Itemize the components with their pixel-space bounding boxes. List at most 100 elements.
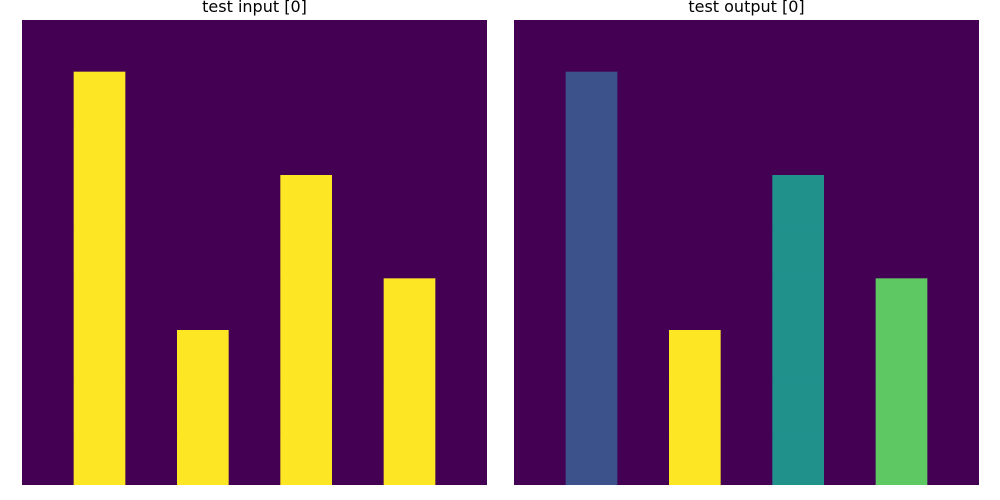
grid-cell [824,123,877,176]
grid-cell [332,175,385,228]
grid-cell [669,226,722,279]
grid-cell [280,123,333,176]
grid-cell [875,175,928,228]
grid-cell [772,330,825,383]
grid-cell [617,123,670,176]
grid-cell [332,20,385,73]
grid-cell [177,381,230,434]
grid-cell [22,226,75,279]
grid-cell [332,123,385,176]
grid-cell [772,226,825,279]
grid-cell [514,330,567,383]
grid-cell [565,123,618,176]
grid-cell [383,20,436,73]
grid-cell [875,330,928,383]
grid-cell [514,433,567,485]
test-output-panel: test output [0] [514,0,979,500]
grid-cell [772,20,825,73]
grid-cell [435,175,487,228]
grid-cell [875,71,928,124]
test-input-grid [22,20,487,485]
grid-cell [228,278,281,331]
grid-cell [669,123,722,176]
grid-cell [720,278,773,331]
grid-cell [332,433,385,485]
grid-cell [824,278,877,331]
grid-cell [720,71,773,124]
grid-cell [824,381,877,434]
test-input-panel: test input [0] [22,0,487,500]
grid-cell [73,71,126,124]
grid-cell [617,175,670,228]
grid-cell [177,433,230,485]
grid-cell [772,175,825,228]
grid-cell [824,330,877,383]
grid-cell [280,278,333,331]
grid-cell [228,123,281,176]
grid-cell [332,330,385,383]
grid-cell [125,175,178,228]
grid-cell [228,330,281,383]
grid-cell [565,20,618,73]
grid-cell [514,226,567,279]
grid-cell [332,381,385,434]
grid-cell [720,226,773,279]
grid-cell [669,175,722,228]
grid-cell [383,278,436,331]
grid-cell [772,433,825,485]
grid-cell [332,71,385,124]
grid-cell [435,330,487,383]
grid-cell [720,433,773,485]
grid-cell [617,381,670,434]
grid-cell [228,433,281,485]
grid-cell [565,330,618,383]
grid-cell [514,278,567,331]
grid-cell [125,433,178,485]
grid-cell [824,433,877,485]
grid-cell [927,226,979,279]
grid-cell [772,123,825,176]
grid-cell [22,71,75,124]
grid-cell [73,278,126,331]
grid-cell [125,381,178,434]
grid-cell [125,278,178,331]
grid-cell [280,175,333,228]
grid-cell [383,175,436,228]
grid-cell [617,433,670,485]
grid-cell [927,433,979,485]
grid-cell [177,226,230,279]
grid-cell [228,381,281,434]
grid-cell [514,71,567,124]
grid-cell [669,71,722,124]
grid-cell [617,71,670,124]
grid-cell [280,330,333,383]
grid-cell [875,381,928,434]
grid-cell [177,175,230,228]
grid-cell [177,71,230,124]
grid-cell [22,381,75,434]
grid-cell [22,433,75,485]
grid-cell [228,71,281,124]
grid-cell [435,20,487,73]
grid-cell [22,123,75,176]
grid-cell [280,71,333,124]
grid-cell [875,433,928,485]
grid-cell [824,20,877,73]
grid-cell [927,123,979,176]
grid-cell [565,278,618,331]
grid-cell [565,175,618,228]
grid-cell [435,278,487,331]
grid-cell [514,123,567,176]
grid-cell [617,226,670,279]
grid-cell [177,330,230,383]
grid-cell [514,175,567,228]
grid-cell [824,226,877,279]
grid-cell [927,330,979,383]
grid-cell [772,381,825,434]
grid-cell [332,278,385,331]
grid-cell [73,330,126,383]
grid-cell [383,71,436,124]
grid-cell [332,226,385,279]
grid-cell [824,71,877,124]
grid-cell [875,123,928,176]
